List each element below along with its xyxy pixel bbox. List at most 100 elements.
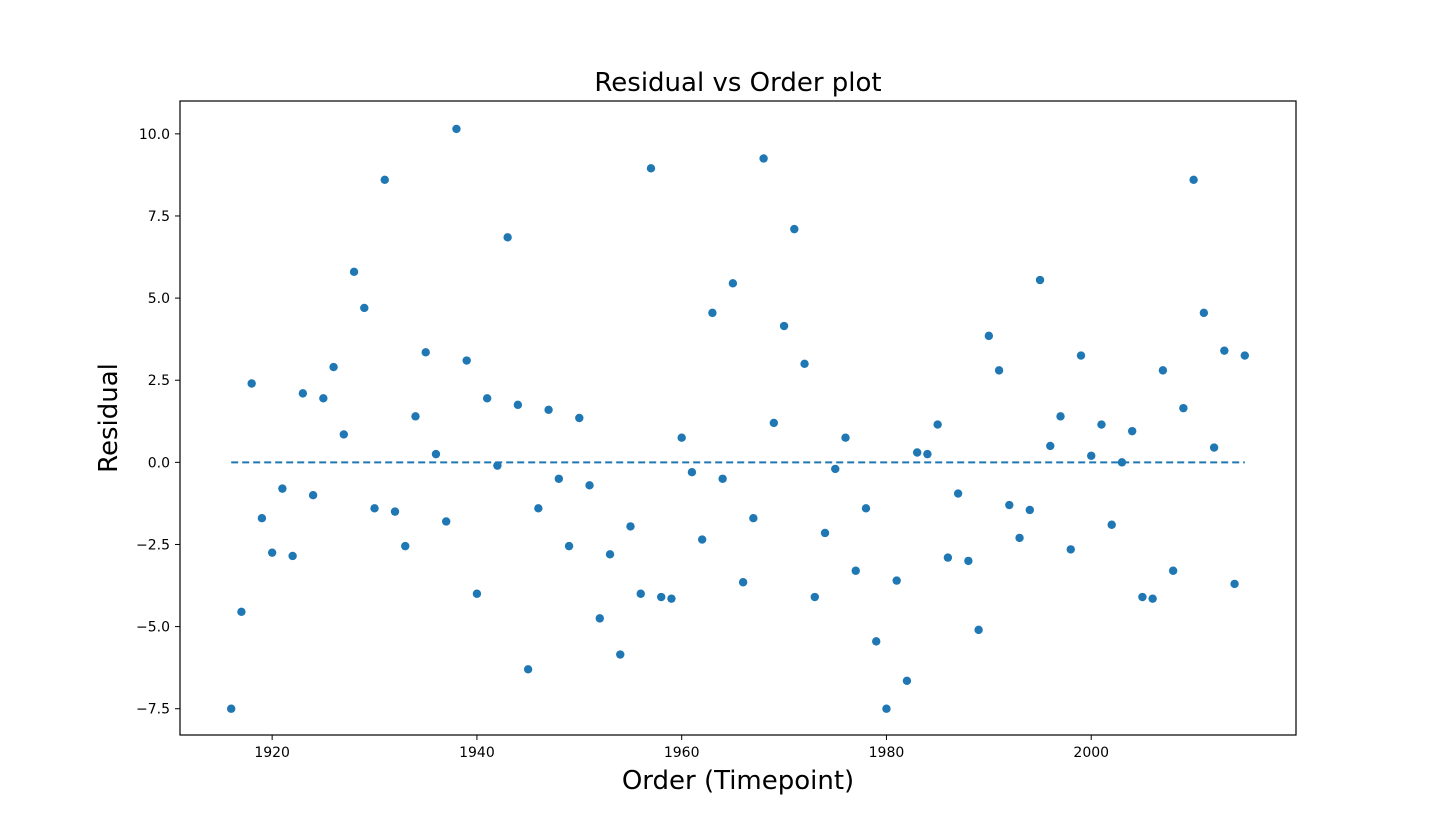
y-tick-label: −2.5	[136, 537, 170, 553]
data-point	[237, 607, 246, 617]
data-point	[953, 489, 963, 498]
data-point	[585, 481, 594, 490]
data-point	[1087, 451, 1096, 460]
data-point	[769, 418, 779, 428]
data-point	[544, 405, 553, 414]
data-point	[923, 449, 932, 459]
data-point	[247, 379, 256, 388]
data-point	[380, 175, 389, 185]
y-tick-label: 7.5	[148, 209, 170, 225]
data-point	[595, 614, 604, 623]
y-tick-label: −7.5	[136, 702, 170, 718]
data-point	[308, 490, 318, 500]
data-point	[319, 394, 328, 403]
data-point	[687, 468, 697, 477]
data-point	[1056, 412, 1065, 421]
data-point	[646, 164, 656, 173]
y-tick-label: −5.0	[136, 620, 170, 636]
data-point	[360, 303, 369, 313]
data-point	[738, 578, 748, 587]
data-point	[749, 513, 758, 523]
data-point	[298, 389, 308, 398]
x-tick-label: 1920	[254, 745, 290, 761]
data-point	[820, 528, 830, 538]
data-point	[1046, 441, 1055, 451]
data-point	[431, 449, 441, 459]
data-point	[493, 461, 502, 470]
y-tick-label: 2.5	[148, 373, 170, 389]
data-point	[933, 420, 942, 429]
data-point	[1117, 458, 1127, 467]
data-point	[605, 550, 615, 559]
data-point	[288, 551, 297, 561]
data-point	[902, 676, 912, 685]
data-point	[636, 589, 645, 598]
data-point	[964, 556, 973, 566]
data-point	[1097, 420, 1106, 429]
data-point	[278, 484, 287, 493]
data-point	[984, 331, 994, 341]
data-point	[1148, 594, 1157, 603]
data-point	[1138, 592, 1147, 602]
data-point	[1005, 500, 1014, 510]
data-point	[554, 474, 564, 483]
x-tick-label: 1980	[869, 745, 905, 761]
data-point	[1209, 443, 1219, 452]
data-point	[411, 412, 420, 421]
x-tick-label: 1960	[664, 745, 700, 761]
data-point	[523, 665, 533, 674]
data-point	[892, 576, 901, 585]
data-point	[1179, 403, 1188, 413]
axes-frame	[179, 100, 1297, 736]
data-point	[503, 233, 512, 242]
data-point	[575, 413, 584, 423]
data-point	[708, 308, 717, 318]
data-point	[800, 359, 809, 368]
data-point	[810, 592, 819, 602]
data-point	[1199, 308, 1209, 318]
data-point	[697, 535, 707, 544]
data-point	[943, 553, 953, 562]
data-point	[626, 522, 635, 531]
data-point	[728, 279, 738, 288]
data-point	[534, 504, 543, 513]
data-point	[779, 321, 789, 331]
data-point	[513, 400, 523, 410]
data-point	[882, 704, 891, 713]
data-point	[677, 433, 686, 442]
data-point	[1240, 351, 1250, 360]
data-point	[401, 541, 410, 551]
data-point	[851, 566, 860, 575]
data-point	[267, 548, 277, 557]
data-point	[790, 224, 799, 234]
data-point	[257, 513, 267, 523]
data-point	[1127, 426, 1137, 436]
data-point	[226, 704, 236, 713]
data-point	[718, 474, 727, 483]
y-tick-label: 5.0	[148, 291, 170, 307]
y-tick-label: 10.0	[139, 127, 170, 143]
data-point	[1035, 275, 1045, 285]
data-point	[1189, 175, 1198, 185]
data-point	[1168, 566, 1178, 575]
data-point	[1076, 351, 1086, 360]
x-tick-label: 2000	[1073, 745, 1109, 761]
data-point	[974, 625, 983, 635]
data-point	[370, 504, 379, 513]
y-tick-label: 0.0	[148, 455, 170, 471]
x-tick-label: 1940	[459, 745, 495, 761]
data-point	[1220, 346, 1229, 355]
data-point	[616, 650, 625, 659]
data-point	[1158, 366, 1168, 375]
data-point	[994, 366, 1004, 375]
data-point	[831, 464, 840, 474]
data-point	[841, 433, 850, 442]
x-axis-label: Order (Timepoint)	[622, 766, 854, 796]
data-point	[482, 394, 492, 403]
data-point	[1230, 579, 1239, 589]
data-point	[329, 362, 338, 372]
data-point	[462, 356, 471, 365]
data-point	[667, 594, 676, 603]
data-point	[390, 507, 400, 516]
